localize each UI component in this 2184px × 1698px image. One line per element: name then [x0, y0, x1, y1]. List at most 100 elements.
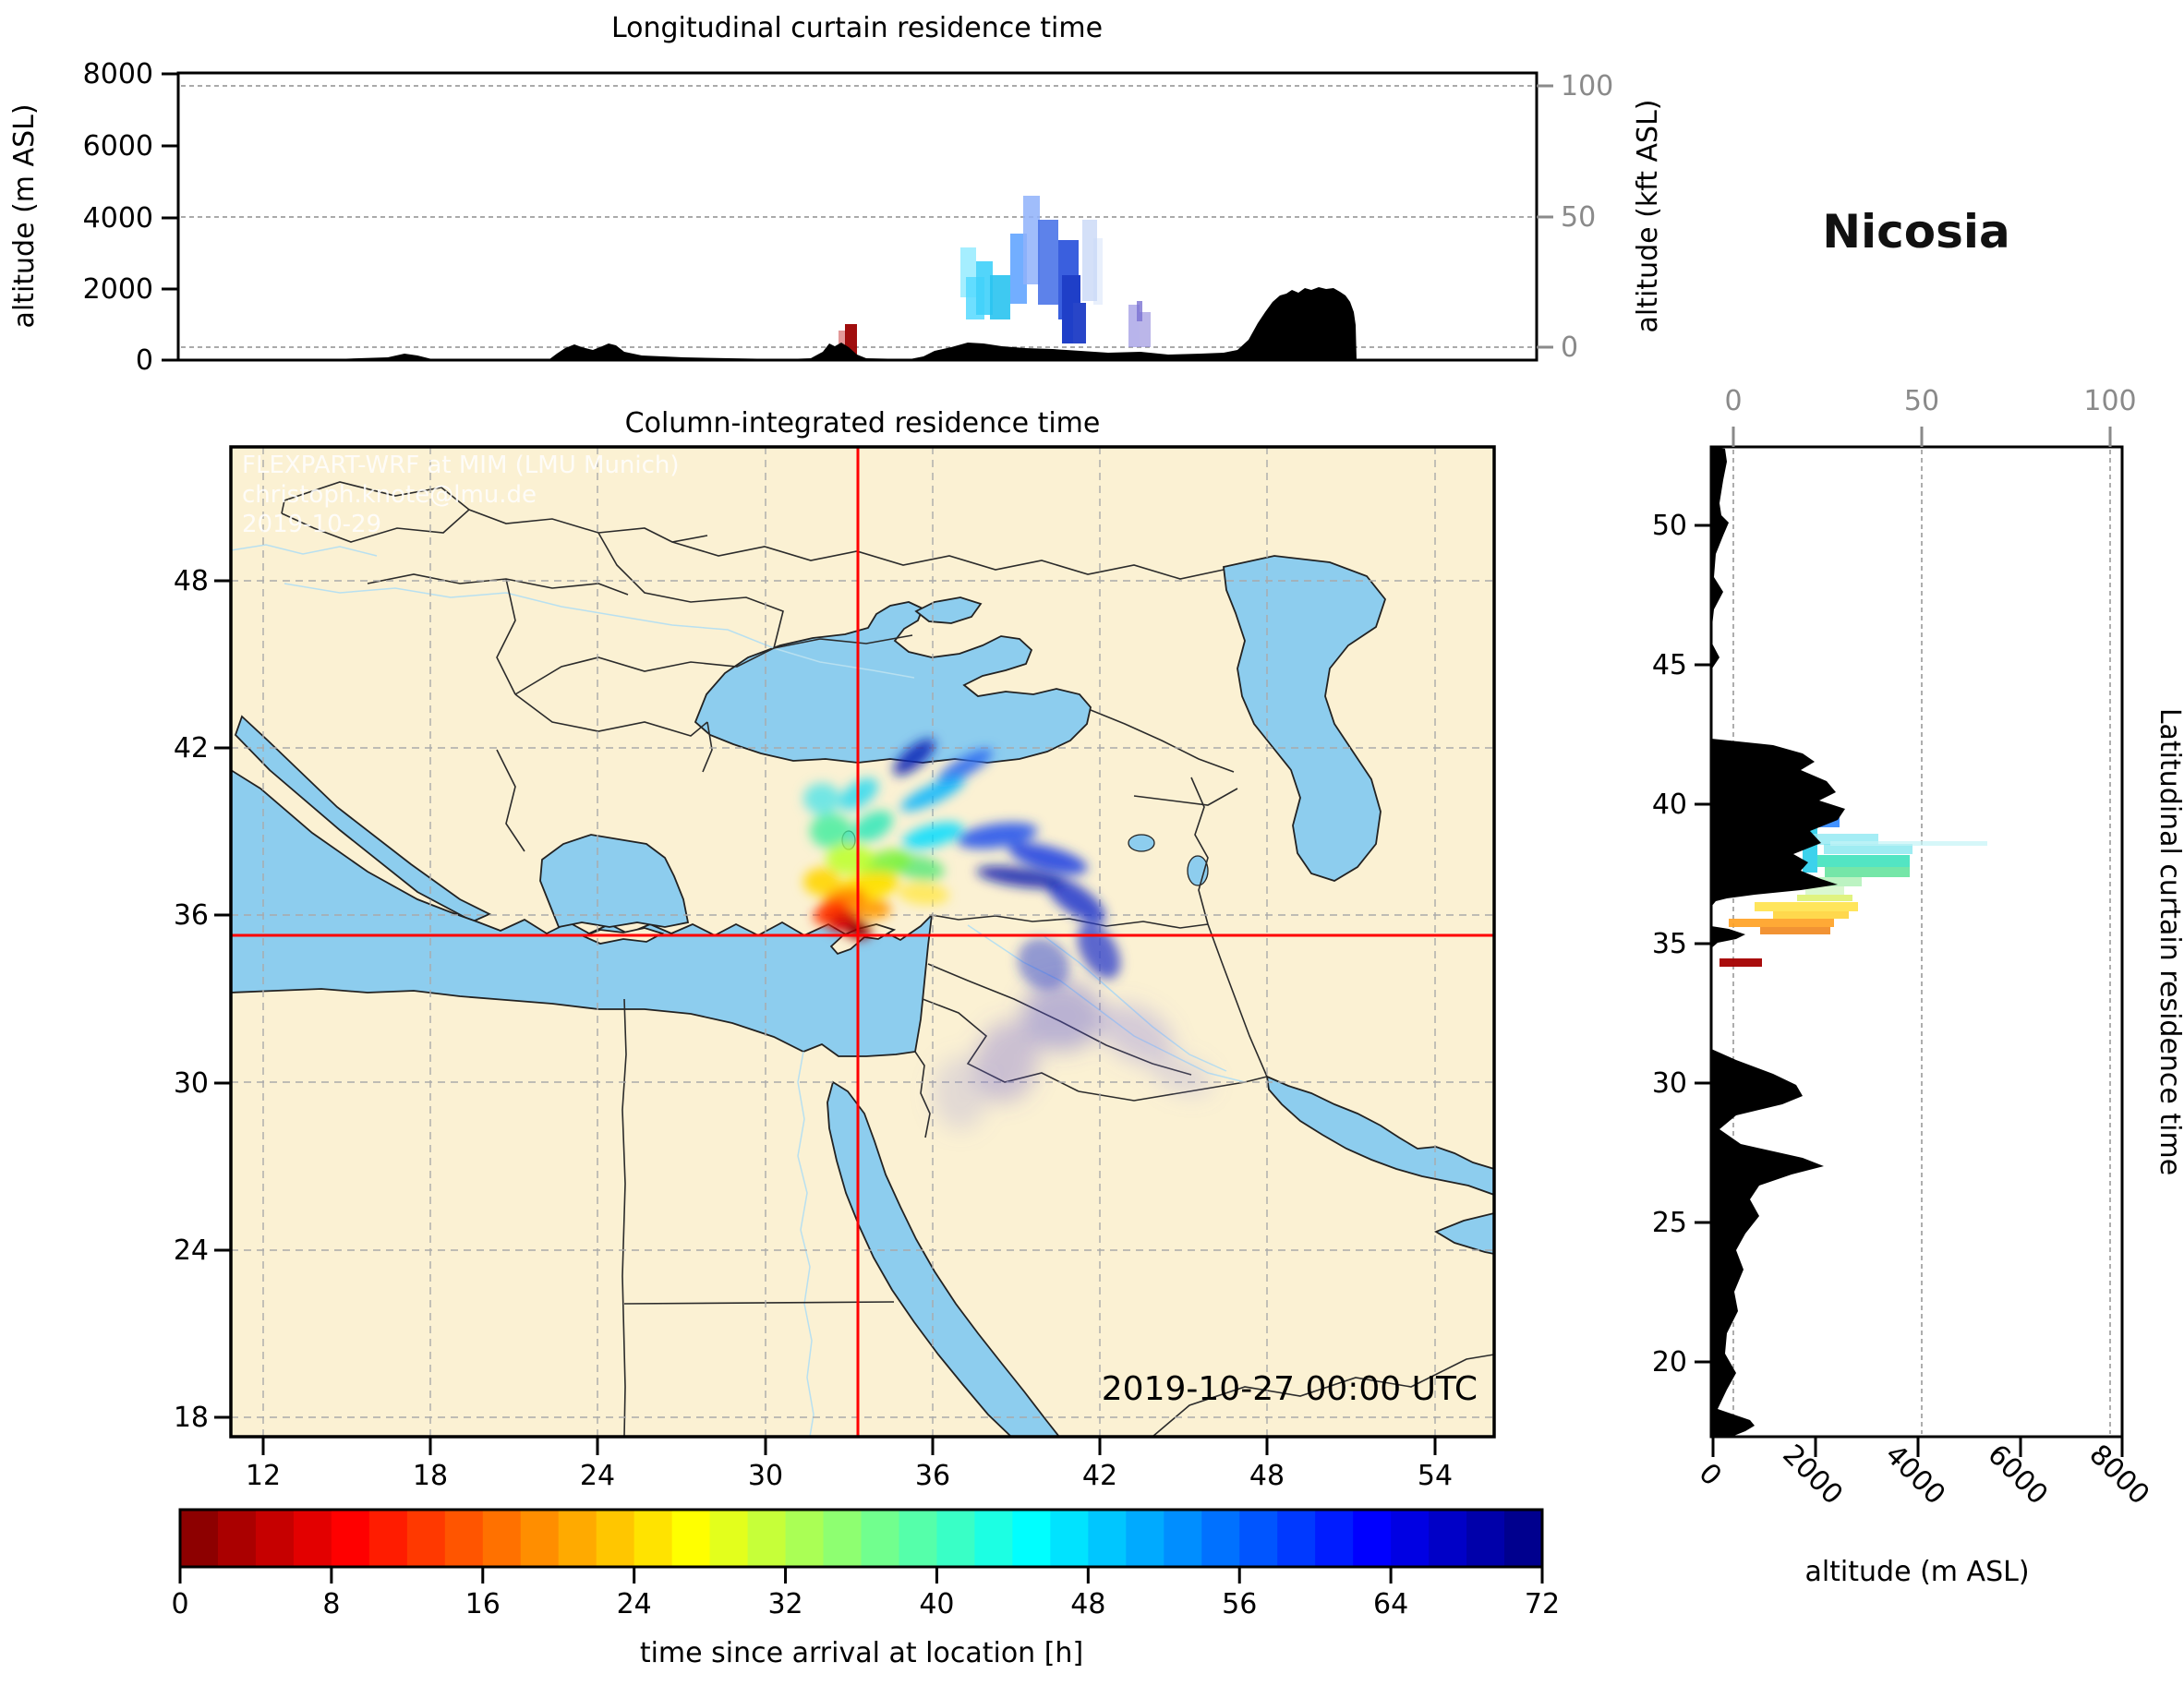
residence-column [1010, 234, 1027, 304]
country-border [914, 1051, 931, 1138]
watermark-line-3: 2019-10-29 [242, 511, 381, 538]
colorbar-step [1239, 1510, 1278, 1567]
colorbar-step [406, 1510, 446, 1567]
tick-label: 16 [465, 1588, 501, 1620]
plume-blob [898, 882, 949, 906]
colorbar-step [974, 1510, 1013, 1567]
residence-column [976, 261, 993, 315]
tick-label: 24 [580, 1460, 615, 1492]
tick-label: 25 [1652, 1207, 1687, 1239]
map-ticks: 12 18 24 30 36 42 48 54 48 42 36 30 24 18 [174, 565, 1453, 1492]
residence-streak [1755, 902, 1858, 911]
longitudinal-curtain-panel: 8000 6000 4000 2000 0 100 50 0 Longitudinal cur… [8, 12, 1664, 377]
plume-blob [1045, 876, 1106, 924]
right-panel-ticks: 0 50 100 50 45 40 35 30 25 20 0 2000 4000 6000 8000 [1652, 385, 2155, 1511]
plume-blob [933, 1056, 988, 1130]
top-panel-title: Longitudinal curtain residence time [611, 12, 1103, 44]
tick-label: 30 [174, 1067, 209, 1100]
colorbar-step [1126, 1510, 1164, 1567]
watermark-line-1: FLEXPART-WRF at MIM (LMU Munich) [242, 452, 680, 479]
terrain-profile [1711, 447, 1845, 1437]
mediterranean-sea [231, 768, 934, 1057]
residence-streak [1825, 867, 1910, 877]
residence-column [1073, 303, 1086, 343]
river [284, 583, 915, 679]
tick-label: 48 [1070, 1588, 1105, 1620]
colorbar-step [633, 1510, 673, 1567]
tick-label: 0 [1561, 331, 1578, 364]
tick-label: 36 [915, 1460, 950, 1492]
tick-label: 36 [174, 899, 209, 932]
tick-label: 4000 [83, 202, 153, 235]
station-title: Nicosia [1822, 205, 2010, 259]
country-border [931, 914, 1209, 929]
plume-blob [976, 866, 1065, 888]
plume-blob [861, 849, 912, 878]
tick-label: 8000 [2082, 1439, 2155, 1511]
adriatic-sea [234, 715, 492, 923]
plume-blob [957, 822, 1038, 849]
colorbar-step [671, 1510, 711, 1567]
colorbar-step [1353, 1510, 1392, 1567]
tick-label: 50 [1561, 201, 1596, 234]
tick-label: 30 [1652, 1067, 1687, 1100]
tick-label: 0 [1693, 1457, 1728, 1492]
colorbar-step [368, 1510, 408, 1567]
tick-label: 0 [171, 1588, 188, 1620]
colorbar-step [785, 1510, 825, 1567]
tick-label: 6000 [1981, 1439, 2054, 1511]
country-border [671, 541, 1225, 580]
tick-label: 45 [1652, 649, 1687, 681]
colorbar-step [709, 1510, 749, 1567]
map-title: Column-integrated residence time [625, 407, 1101, 440]
country-border [496, 578, 516, 695]
tick-label: 18 [413, 1460, 448, 1492]
country-border [1190, 777, 1209, 925]
river [231, 544, 378, 557]
tick-label: 32 [767, 1588, 802, 1620]
top-panel-gridlines [181, 85, 1534, 348]
residence-streak [1719, 958, 1762, 967]
colorbar-step [1429, 1510, 1467, 1567]
gulf-of-oman [1433, 1212, 1494, 1255]
country-border [773, 634, 913, 649]
residence-streak [1810, 877, 1862, 886]
residence-column [1082, 220, 1097, 301]
right-panel-frame [1709, 445, 2124, 1439]
persian-gulf [1265, 1075, 1494, 1196]
colorbar-step [293, 1510, 332, 1567]
tick-label: 42 [1082, 1460, 1117, 1492]
tick-label: 40 [919, 1588, 954, 1620]
plume-blob [803, 868, 840, 896]
tick-label: 56 [1222, 1588, 1257, 1620]
residence-streak [1773, 911, 1849, 919]
residence-streak [1824, 844, 1913, 854]
country-border [1133, 788, 1238, 806]
plume-blob [852, 810, 893, 843]
map-panel: 12 18 24 30 36 42 48 54 48 42 36 30 24 18 Column-inte… [174, 407, 1496, 1492]
residence-streak [1830, 841, 1987, 846]
country-border [1207, 923, 1268, 1078]
tick-label: 0 [136, 344, 153, 377]
country-border [621, 998, 627, 1437]
residence-streak [1760, 927, 1830, 934]
colorbar-ticks: 0 8 16 24 32 40 48 56 64 72 [171, 1567, 1560, 1620]
tick-label: 50 [1652, 510, 1687, 542]
river [797, 1051, 814, 1437]
colorbar-step [180, 1510, 219, 1567]
residence-streak [1797, 895, 1852, 901]
colorbar-step [1050, 1510, 1089, 1567]
colorbar-step [899, 1510, 938, 1567]
country-border [496, 749, 525, 852]
plume-blob [937, 748, 993, 785]
latitudinal-curtain-panel: 0 50 100 50 45 40 35 30 25 20 0 2000 4000 6000 8000 Ni… [1652, 205, 2184, 1588]
plume-blob [893, 739, 935, 776]
tick-label: 50 [1904, 385, 1939, 417]
residence-column [1023, 196, 1040, 284]
colorbar-step [482, 1510, 522, 1567]
colorbar-step [1201, 1510, 1240, 1567]
map-gridlines [231, 447, 1494, 1437]
residence-column [1137, 301, 1142, 321]
